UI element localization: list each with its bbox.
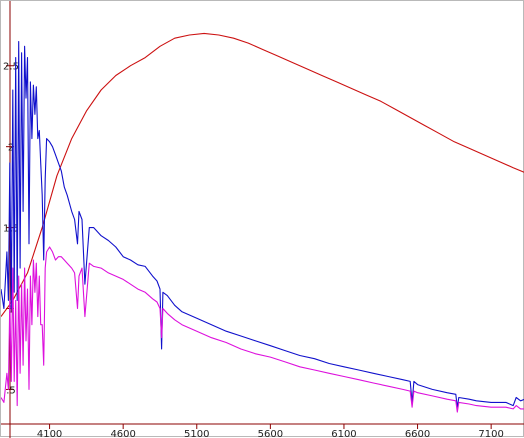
x-ticks: 4100 4600 5100 5600 6100 6600 7100 (37, 424, 504, 438)
x-tick-label: 7100 (478, 429, 503, 438)
series-layer (1, 32, 524, 413)
x-tick-label: 6600 (405, 429, 430, 438)
y-tick-label: 2.5 (3, 62, 19, 73)
x-tick-label: 6100 (331, 429, 356, 438)
series-line-magenta (1, 246, 524, 413)
x-tick-label: 5100 (184, 429, 209, 438)
x-tick-label: 4100 (37, 429, 62, 438)
x-tick-label: 4600 (110, 429, 135, 438)
y-tick-label: 1 (8, 305, 14, 316)
series-line-red (1, 32, 524, 317)
y-tick-label: 2 (8, 143, 14, 154)
series-line-blue (1, 40, 524, 408)
y-tick-label: .5 (6, 385, 16, 396)
x-tick-label: 5600 (258, 429, 283, 438)
